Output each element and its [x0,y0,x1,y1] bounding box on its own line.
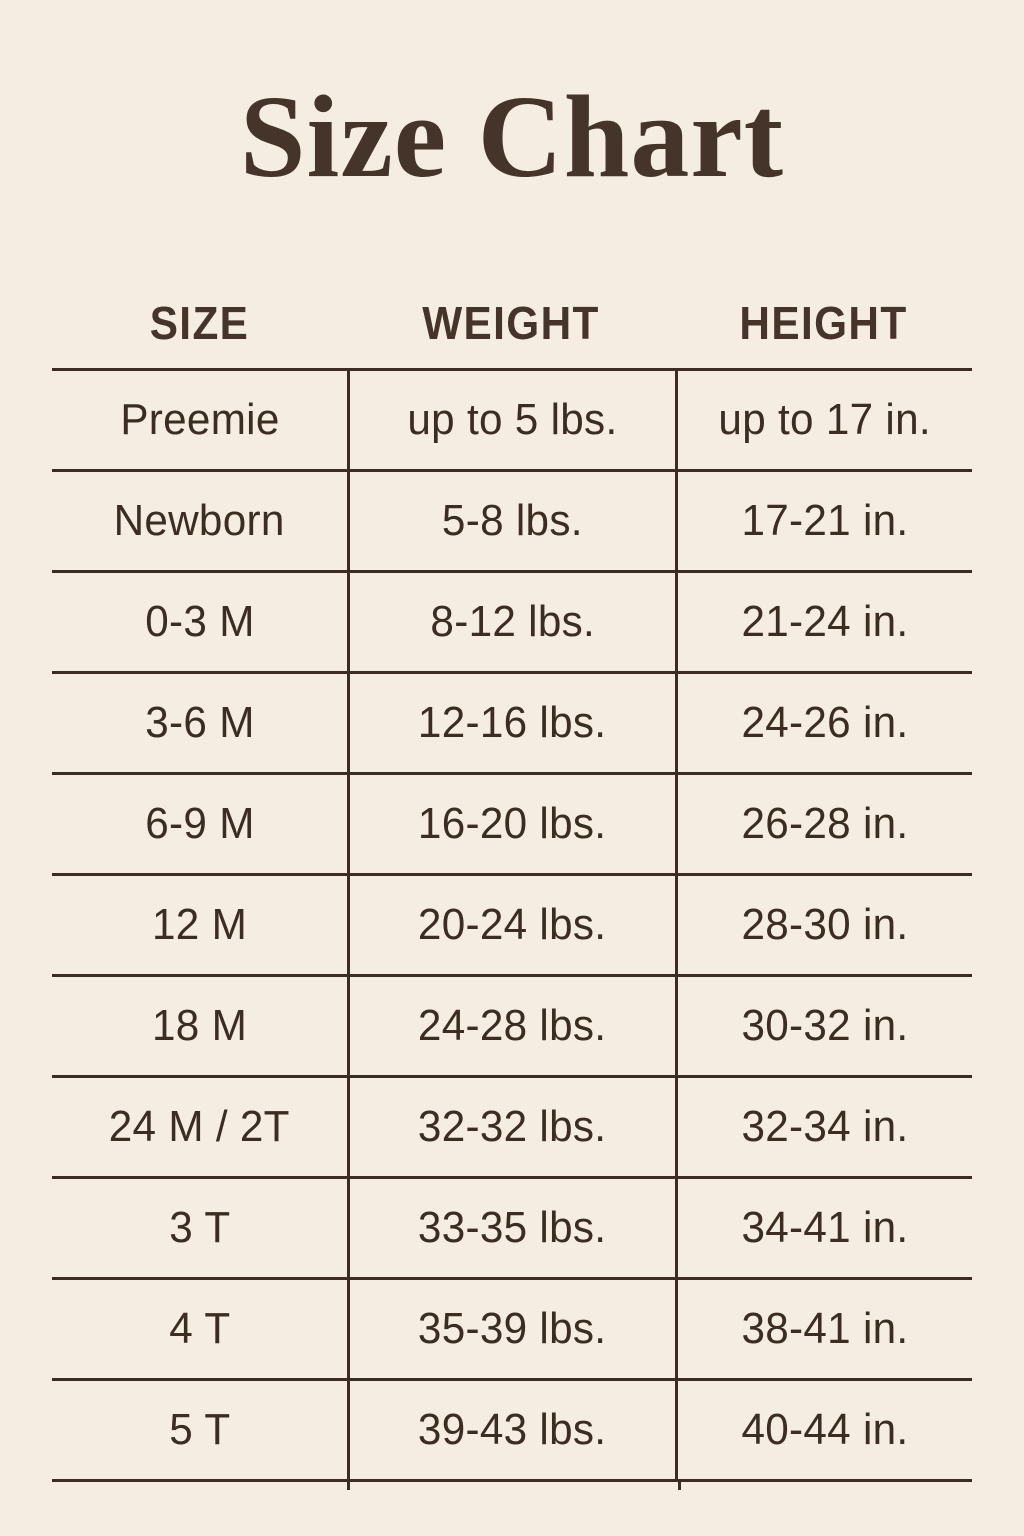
cell-height: 32-34 in. [675,1078,972,1176]
cell-height-text: 38-41 in. [741,1304,909,1353]
cell-weight: 33-35 lbs. [347,1179,675,1277]
cell-size-text: Newborn [113,496,286,545]
table-row: 3-6 M 12-16 lbs. 24-26 in. [52,674,972,775]
table-row: 4 T 35-39 lbs. 38-41 in. [52,1280,972,1381]
column-header-height: HEIGHT [739,297,908,349]
table-row: 0-3 M 8-12 lbs. 21-24 in. [52,573,972,674]
table-body: Preemie up to 5 lbs. up to 17 in. Newborn 5-… [52,368,972,1490]
divider-stub-1 [347,1482,350,1490]
table-row: 24 M / 2T 32-32 lbs. 32-34 in. [52,1078,972,1179]
cell-size: 6-9 M [52,775,347,873]
cell-weight: 16-20 lbs. [347,775,675,873]
cell-weight-text: 24-28 lbs. [418,1001,607,1050]
cell-weight-text: up to 5 lbs. [407,395,618,444]
cell-height-text: 40-44 in. [741,1405,909,1454]
cell-height: 38-41 in. [675,1280,972,1378]
table-row: Newborn 5-8 lbs. 17-21 in. [52,472,972,573]
cell-height: 34-41 in. [675,1179,972,1277]
cell-weight: 12-16 lbs. [347,674,675,772]
cell-height: 30-32 in. [675,977,972,1075]
cell-height: 28-30 in. [675,876,972,974]
cell-size-text: 18 M [151,1001,248,1050]
cell-height: 24-26 in. [675,674,972,772]
table-row: 6-9 M 16-20 lbs. 26-28 in. [52,775,972,876]
cell-size-text: 0-3 M [144,597,255,646]
cell-size-text: 6-9 M [144,799,255,848]
cell-weight-text: 39-43 lbs. [418,1405,607,1454]
cell-weight-text: 33-35 lbs. [418,1203,607,1252]
table-row: 18 M 24-28 lbs. 30-32 in. [52,977,972,1078]
cell-size-text: 3-6 M [144,698,255,747]
cell-size: 4 T [52,1280,347,1378]
cell-size: 3-6 M [52,674,347,772]
cell-weight-text: 5-8 lbs. [442,496,583,545]
size-chart-table: SIZE WEIGHT HEIGHT Preemie up to 5 lbs. up… [52,278,972,1490]
cell-size: Preemie [52,371,347,469]
cell-height-text: 17-21 in. [741,496,909,545]
cell-weight: 8-12 lbs. [347,573,675,671]
cell-size-text: 4 T [168,1304,231,1353]
cell-weight-text: 35-39 lbs. [418,1304,607,1353]
cell-height-text: 34-41 in. [741,1203,909,1252]
cell-size-text: 24 M / 2T [108,1102,290,1151]
cell-weight-text: 16-20 lbs. [418,799,607,848]
divider-stub-2 [678,1482,681,1490]
cell-height: 26-28 in. [675,775,972,873]
table-row: Preemie up to 5 lbs. up to 17 in. [52,371,972,472]
cell-size: 3 T [52,1179,347,1277]
cell-size: 18 M [52,977,347,1075]
cell-height-text: 24-26 in. [741,698,909,747]
page-title: Size Chart [239,71,785,202]
cell-weight: 39-43 lbs. [347,1381,675,1479]
cell-size-text: 12 M [151,900,248,949]
table-row: 12 M 20-24 lbs. 28-30 in. [52,876,972,977]
cell-weight: 32-32 lbs. [347,1078,675,1176]
cell-weight-text: 20-24 lbs. [418,900,607,949]
cell-size-text: 3 T [168,1203,231,1252]
cell-size: Newborn [52,472,347,570]
cell-size: 24 M / 2T [52,1078,347,1176]
cell-weight: 35-39 lbs. [347,1280,675,1378]
cell-weight: 24-28 lbs. [347,977,675,1075]
cell-height: 40-44 in. [675,1381,972,1479]
cell-height-text: 26-28 in. [741,799,909,848]
cell-size-text: Preemie [119,395,280,444]
cell-size-text: 5 T [168,1405,231,1454]
cell-size: 12 M [52,876,347,974]
cell-height-text: 30-32 in. [741,1001,909,1050]
cell-weight-text: 32-32 lbs. [418,1102,607,1151]
cell-weight-text: 12-16 lbs. [418,698,607,747]
cell-height: 21-24 in. [675,573,972,671]
cell-size: 5 T [52,1381,347,1479]
cell-height: 17-21 in. [675,472,972,570]
table-row: 5 T 39-43 lbs. 40-44 in. [52,1381,972,1482]
column-header-size: SIZE [149,297,250,349]
table-header-row: SIZE WEIGHT HEIGHT [52,278,972,368]
cell-weight: 20-24 lbs. [347,876,675,974]
cell-height-text: 28-30 in. [741,900,909,949]
cell-height-text: up to 17 in. [718,395,932,444]
cell-size: 0-3 M [52,573,347,671]
column-header-weight: WEIGHT [422,297,600,349]
cell-height-text: 32-34 in. [741,1102,909,1151]
cell-weight-text: 8-12 lbs. [430,597,595,646]
table-row: 3 T 33-35 lbs. 34-41 in. [52,1179,972,1280]
cell-weight: up to 5 lbs. [347,371,675,469]
cell-weight: 5-8 lbs. [347,472,675,570]
cell-height-text: 21-24 in. [741,597,909,646]
cell-height: up to 17 in. [675,371,972,469]
